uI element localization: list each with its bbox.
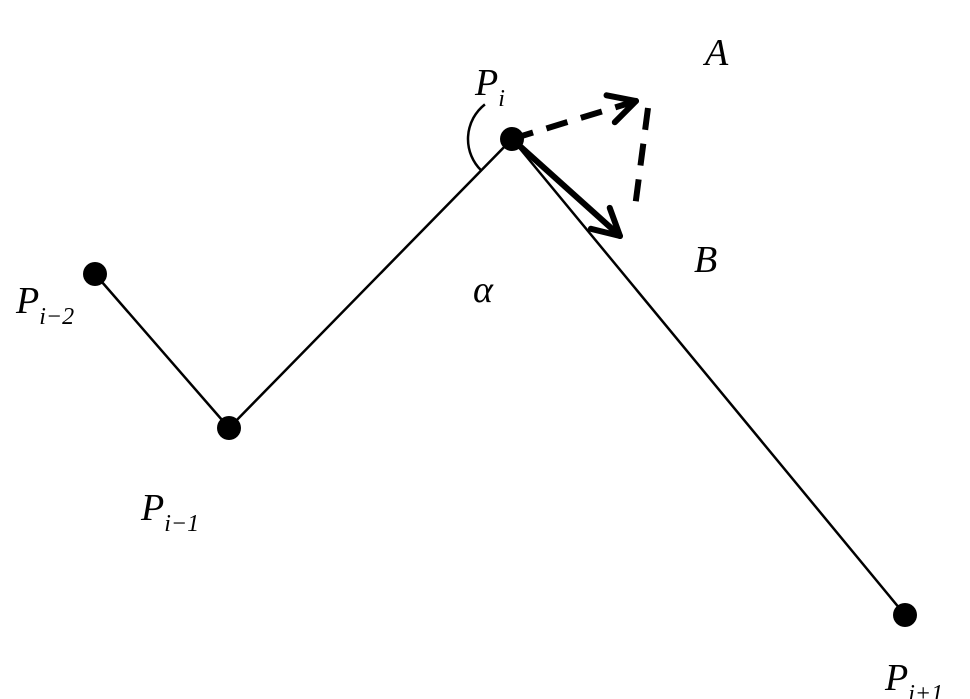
geometry-diagram: αABPi−2Pi−1PiPi+1 (0, 0, 970, 699)
node-label-Pi: Pi (474, 62, 505, 112)
node-label-Pip1: Pi+1 (884, 657, 943, 699)
node-label-Pim2: Pi−2 (15, 280, 74, 330)
edge-Pi-Pip1 (512, 139, 905, 615)
vector-B-label: B (694, 239, 717, 281)
vector-A-to-B-dashed (634, 108, 648, 215)
node-label-sub: i−2 (39, 304, 74, 330)
node-label-base: P (15, 280, 39, 322)
node-label-base: P (474, 62, 498, 104)
node-Pi (500, 127, 524, 151)
angle-label-alpha: α (473, 269, 494, 311)
angle-arc-alpha (468, 104, 485, 170)
vector-A-head (607, 95, 636, 101)
node-label-Pim1: Pi−1 (140, 487, 199, 537)
node-label-base: P (140, 487, 164, 529)
node-label-sub: i−1 (164, 511, 199, 537)
edge-Pim2-Pim1 (95, 274, 229, 428)
node-Pim2 (83, 262, 107, 286)
node-label-sub: i+1 (908, 681, 943, 699)
vector-A-label: A (702, 32, 729, 74)
vector-B-shaft (512, 139, 620, 236)
edge-Pim1-Pi (229, 139, 512, 428)
node-label-sub: i (498, 86, 505, 112)
node-Pim1 (217, 416, 241, 440)
node-label-base: P (884, 657, 908, 699)
node-Pip1 (893, 603, 917, 627)
